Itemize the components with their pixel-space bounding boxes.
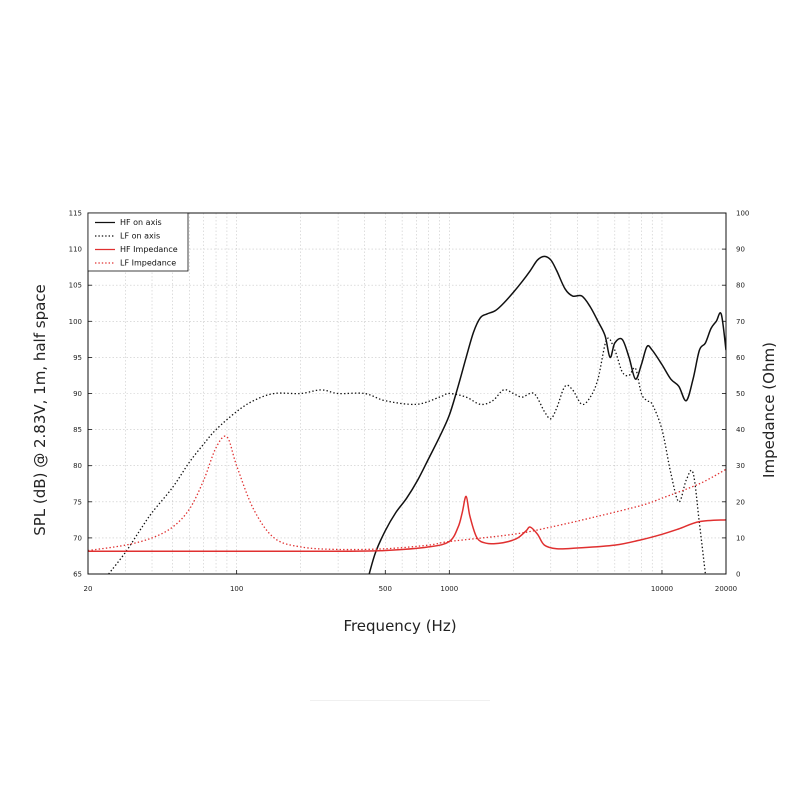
right-tick-label: 70 <box>736 318 745 326</box>
right-tick-label: 80 <box>736 282 745 290</box>
legend-label-lf-impedance: LF Impedance <box>120 259 176 268</box>
left-tick-label: 70 <box>73 534 82 542</box>
right-tick-label: 40 <box>736 426 745 434</box>
right-tick-label: 10 <box>736 534 745 542</box>
right-axis-ticks: 0 10 20 30 40 50 60 70 80 90 100 <box>722 210 749 579</box>
left-tick-label: 115 <box>69 210 82 218</box>
left-tick-label: 85 <box>73 426 82 434</box>
right-tick-label: 90 <box>736 246 745 254</box>
x-tick-label: 100 <box>230 585 243 593</box>
right-tick-label: 0 <box>736 571 740 579</box>
x-tick-label: 20 <box>84 585 93 593</box>
left-tick-label: 95 <box>73 354 82 362</box>
left-tick-label: 75 <box>73 498 82 506</box>
left-tick-label: 105 <box>69 282 82 290</box>
legend: HF on axis LF on axis HF Impedance LF Imped… <box>87 212 189 272</box>
x-tick-label: 1000 <box>440 585 458 593</box>
right-tick-label: 20 <box>736 498 745 506</box>
right-axis-title: Impedance (Ohm) <box>760 342 778 478</box>
right-tick-label: 30 <box>736 462 745 470</box>
left-tick-label: 80 <box>73 462 82 470</box>
series-line-hf-impedance <box>88 495 726 553</box>
series-line-lf-impedance <box>88 435 726 552</box>
right-tick-label: 50 <box>736 390 745 398</box>
x-tick-label: 20000 <box>715 585 737 593</box>
legend-label-hf-impedance: HF Impedance <box>120 245 178 254</box>
grid-lines <box>88 213 726 574</box>
right-tick-label: 100 <box>736 210 749 218</box>
left-axis-ticks: 65 70 75 80 85 90 95 100 105 110 115 <box>69 210 92 579</box>
x-axis-ticks: 20 100 500 1000 10000 20000 <box>84 570 737 593</box>
x-tick-label: 500 <box>379 585 392 593</box>
footer-divider <box>310 700 490 701</box>
left-tick-label: 110 <box>69 246 82 254</box>
right-tick-label: 60 <box>736 354 745 362</box>
left-tick-label: 90 <box>73 390 82 398</box>
left-axis-title: SPL (dB) @ 2.83V, 1m, half space <box>31 284 49 536</box>
left-tick-label: 100 <box>69 318 82 326</box>
series-line-hf-on-axis <box>368 255 726 574</box>
x-axis-title: Frequency (Hz) <box>343 617 456 635</box>
x-tick-label: 10000 <box>651 585 673 593</box>
series-layer <box>88 255 726 574</box>
legend-label-hf-on-axis: HF on axis <box>120 218 162 227</box>
legend-label-lf-on-axis: LF on axis <box>120 232 160 241</box>
left-tick-label: 65 <box>73 571 82 579</box>
